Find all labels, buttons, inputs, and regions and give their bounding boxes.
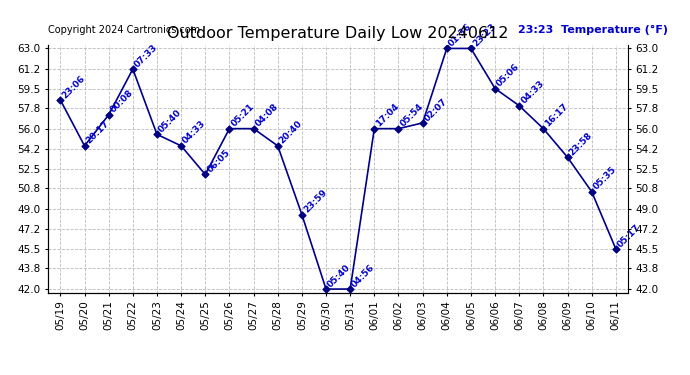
Text: 23:23  Temperature (°F): 23:23 Temperature (°F) (518, 25, 668, 35)
Point (128, 66, 139, 72)
Text: 05:40: 05:40 (326, 262, 353, 289)
Text: 20:40: 20:40 (278, 119, 304, 146)
Text: 04:33: 04:33 (520, 79, 546, 106)
Text: 00:08: 00:08 (109, 88, 135, 115)
Point (417, 120, 428, 126)
Point (152, 131, 163, 137)
Text: Copyright 2024 Cartronics.com: Copyright 2024 Cartronics.com (48, 25, 200, 35)
Point (297, 211, 308, 217)
Point (79, 143, 90, 149)
Point (321, 286, 332, 292)
Text: 04:33: 04:33 (181, 119, 208, 146)
Text: 05:40: 05:40 (157, 108, 184, 134)
Text: 04:08: 04:08 (254, 102, 280, 129)
Point (466, 45, 477, 51)
Text: 07:33: 07:33 (133, 42, 159, 69)
Text: 06:05: 06:05 (206, 148, 232, 174)
Point (224, 126, 235, 132)
Text: 23:06: 23:06 (61, 74, 87, 100)
Point (393, 126, 404, 132)
Point (200, 171, 211, 177)
Point (273, 143, 284, 149)
Point (104, 112, 115, 118)
Text: 23:58: 23:58 (568, 130, 594, 157)
Text: 23:23: 23:23 (471, 22, 497, 48)
Point (490, 86, 501, 92)
Text: 05:21: 05:21 (230, 102, 256, 129)
Text: 17:04: 17:04 (375, 102, 401, 129)
Point (176, 143, 187, 149)
Point (345, 286, 356, 292)
Text: 02:07: 02:07 (423, 96, 449, 123)
Text: 05:54: 05:54 (399, 102, 425, 129)
Point (562, 154, 573, 160)
Text: 05:06: 05:06 (495, 62, 522, 88)
Text: 05:35: 05:35 (592, 165, 618, 192)
Title: Outdoor Temperature Daily Low 20240612: Outdoor Temperature Daily Low 20240612 (168, 26, 509, 41)
Point (55, 97, 66, 103)
Point (586, 189, 598, 195)
Text: 16:17: 16:17 (544, 102, 570, 129)
Point (538, 126, 549, 132)
Point (611, 246, 622, 252)
Point (442, 45, 453, 51)
Text: 05:17: 05:17 (616, 222, 642, 249)
Text: 01:36: 01:36 (447, 22, 473, 48)
Point (369, 126, 380, 132)
Text: 04:56: 04:56 (351, 262, 377, 289)
Text: 20:17: 20:17 (85, 119, 111, 146)
Point (514, 103, 525, 109)
Text: 23:59: 23:59 (302, 188, 328, 214)
Point (248, 126, 259, 132)
